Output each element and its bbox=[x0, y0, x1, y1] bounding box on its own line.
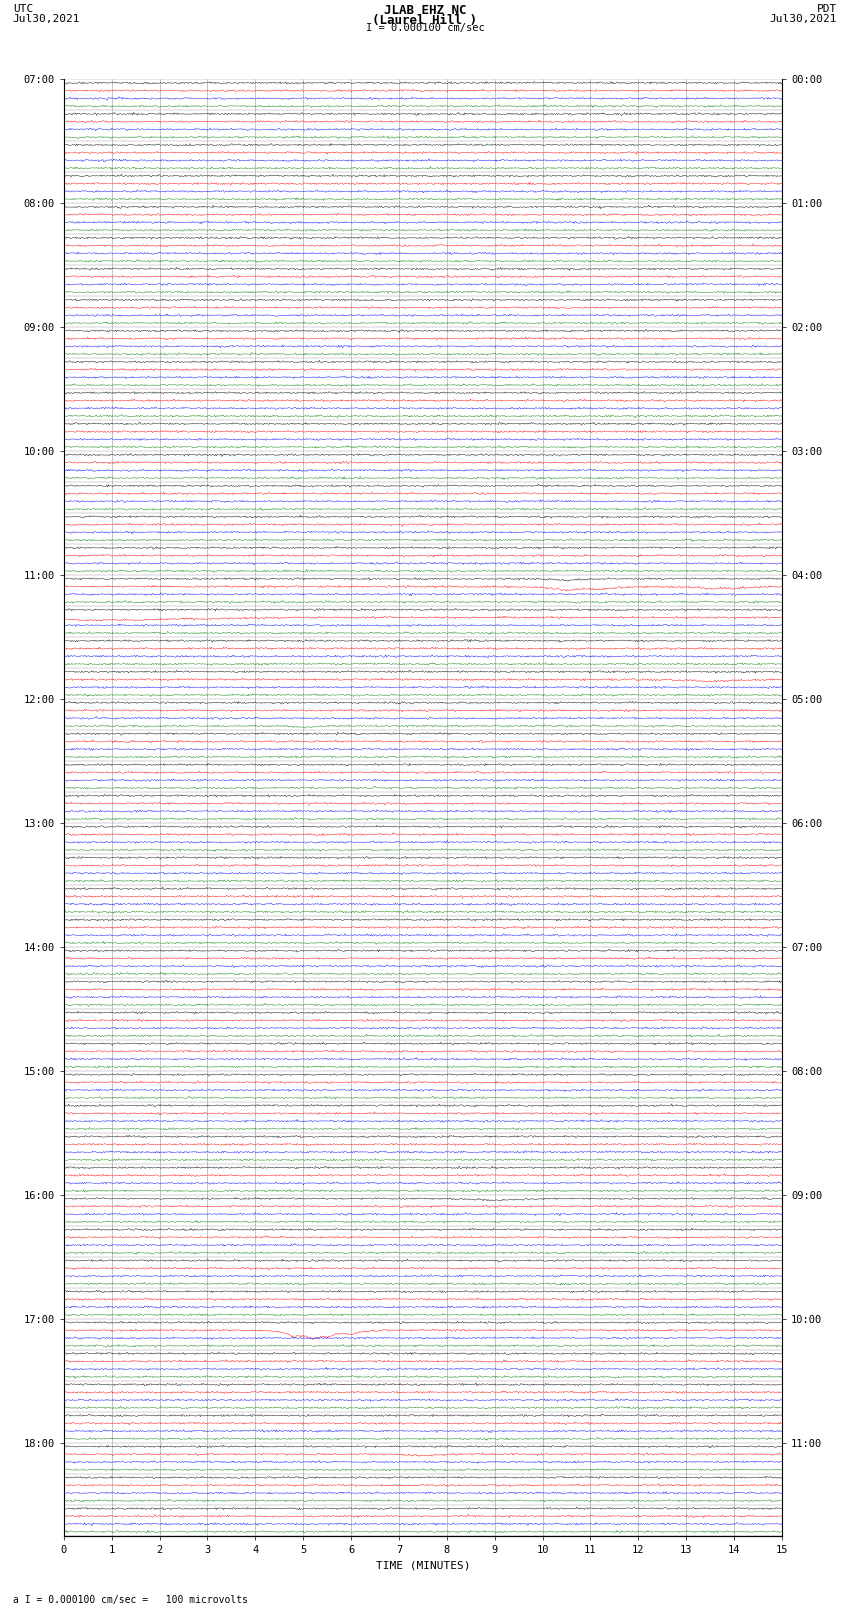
Text: (Laurel Hill ): (Laurel Hill ) bbox=[372, 13, 478, 27]
Text: JLAB EHZ NC: JLAB EHZ NC bbox=[383, 5, 467, 18]
Text: Jul30,2021: Jul30,2021 bbox=[13, 13, 80, 24]
Text: a I = 0.000100 cm/sec =   100 microvolts: a I = 0.000100 cm/sec = 100 microvolts bbox=[13, 1595, 247, 1605]
Text: UTC: UTC bbox=[13, 5, 33, 15]
Text: PDT: PDT bbox=[817, 5, 837, 15]
Text: Jul30,2021: Jul30,2021 bbox=[770, 13, 837, 24]
Text: I = 0.000100 cm/sec: I = 0.000100 cm/sec bbox=[366, 24, 484, 34]
X-axis label: TIME (MINUTES): TIME (MINUTES) bbox=[376, 1560, 470, 1569]
